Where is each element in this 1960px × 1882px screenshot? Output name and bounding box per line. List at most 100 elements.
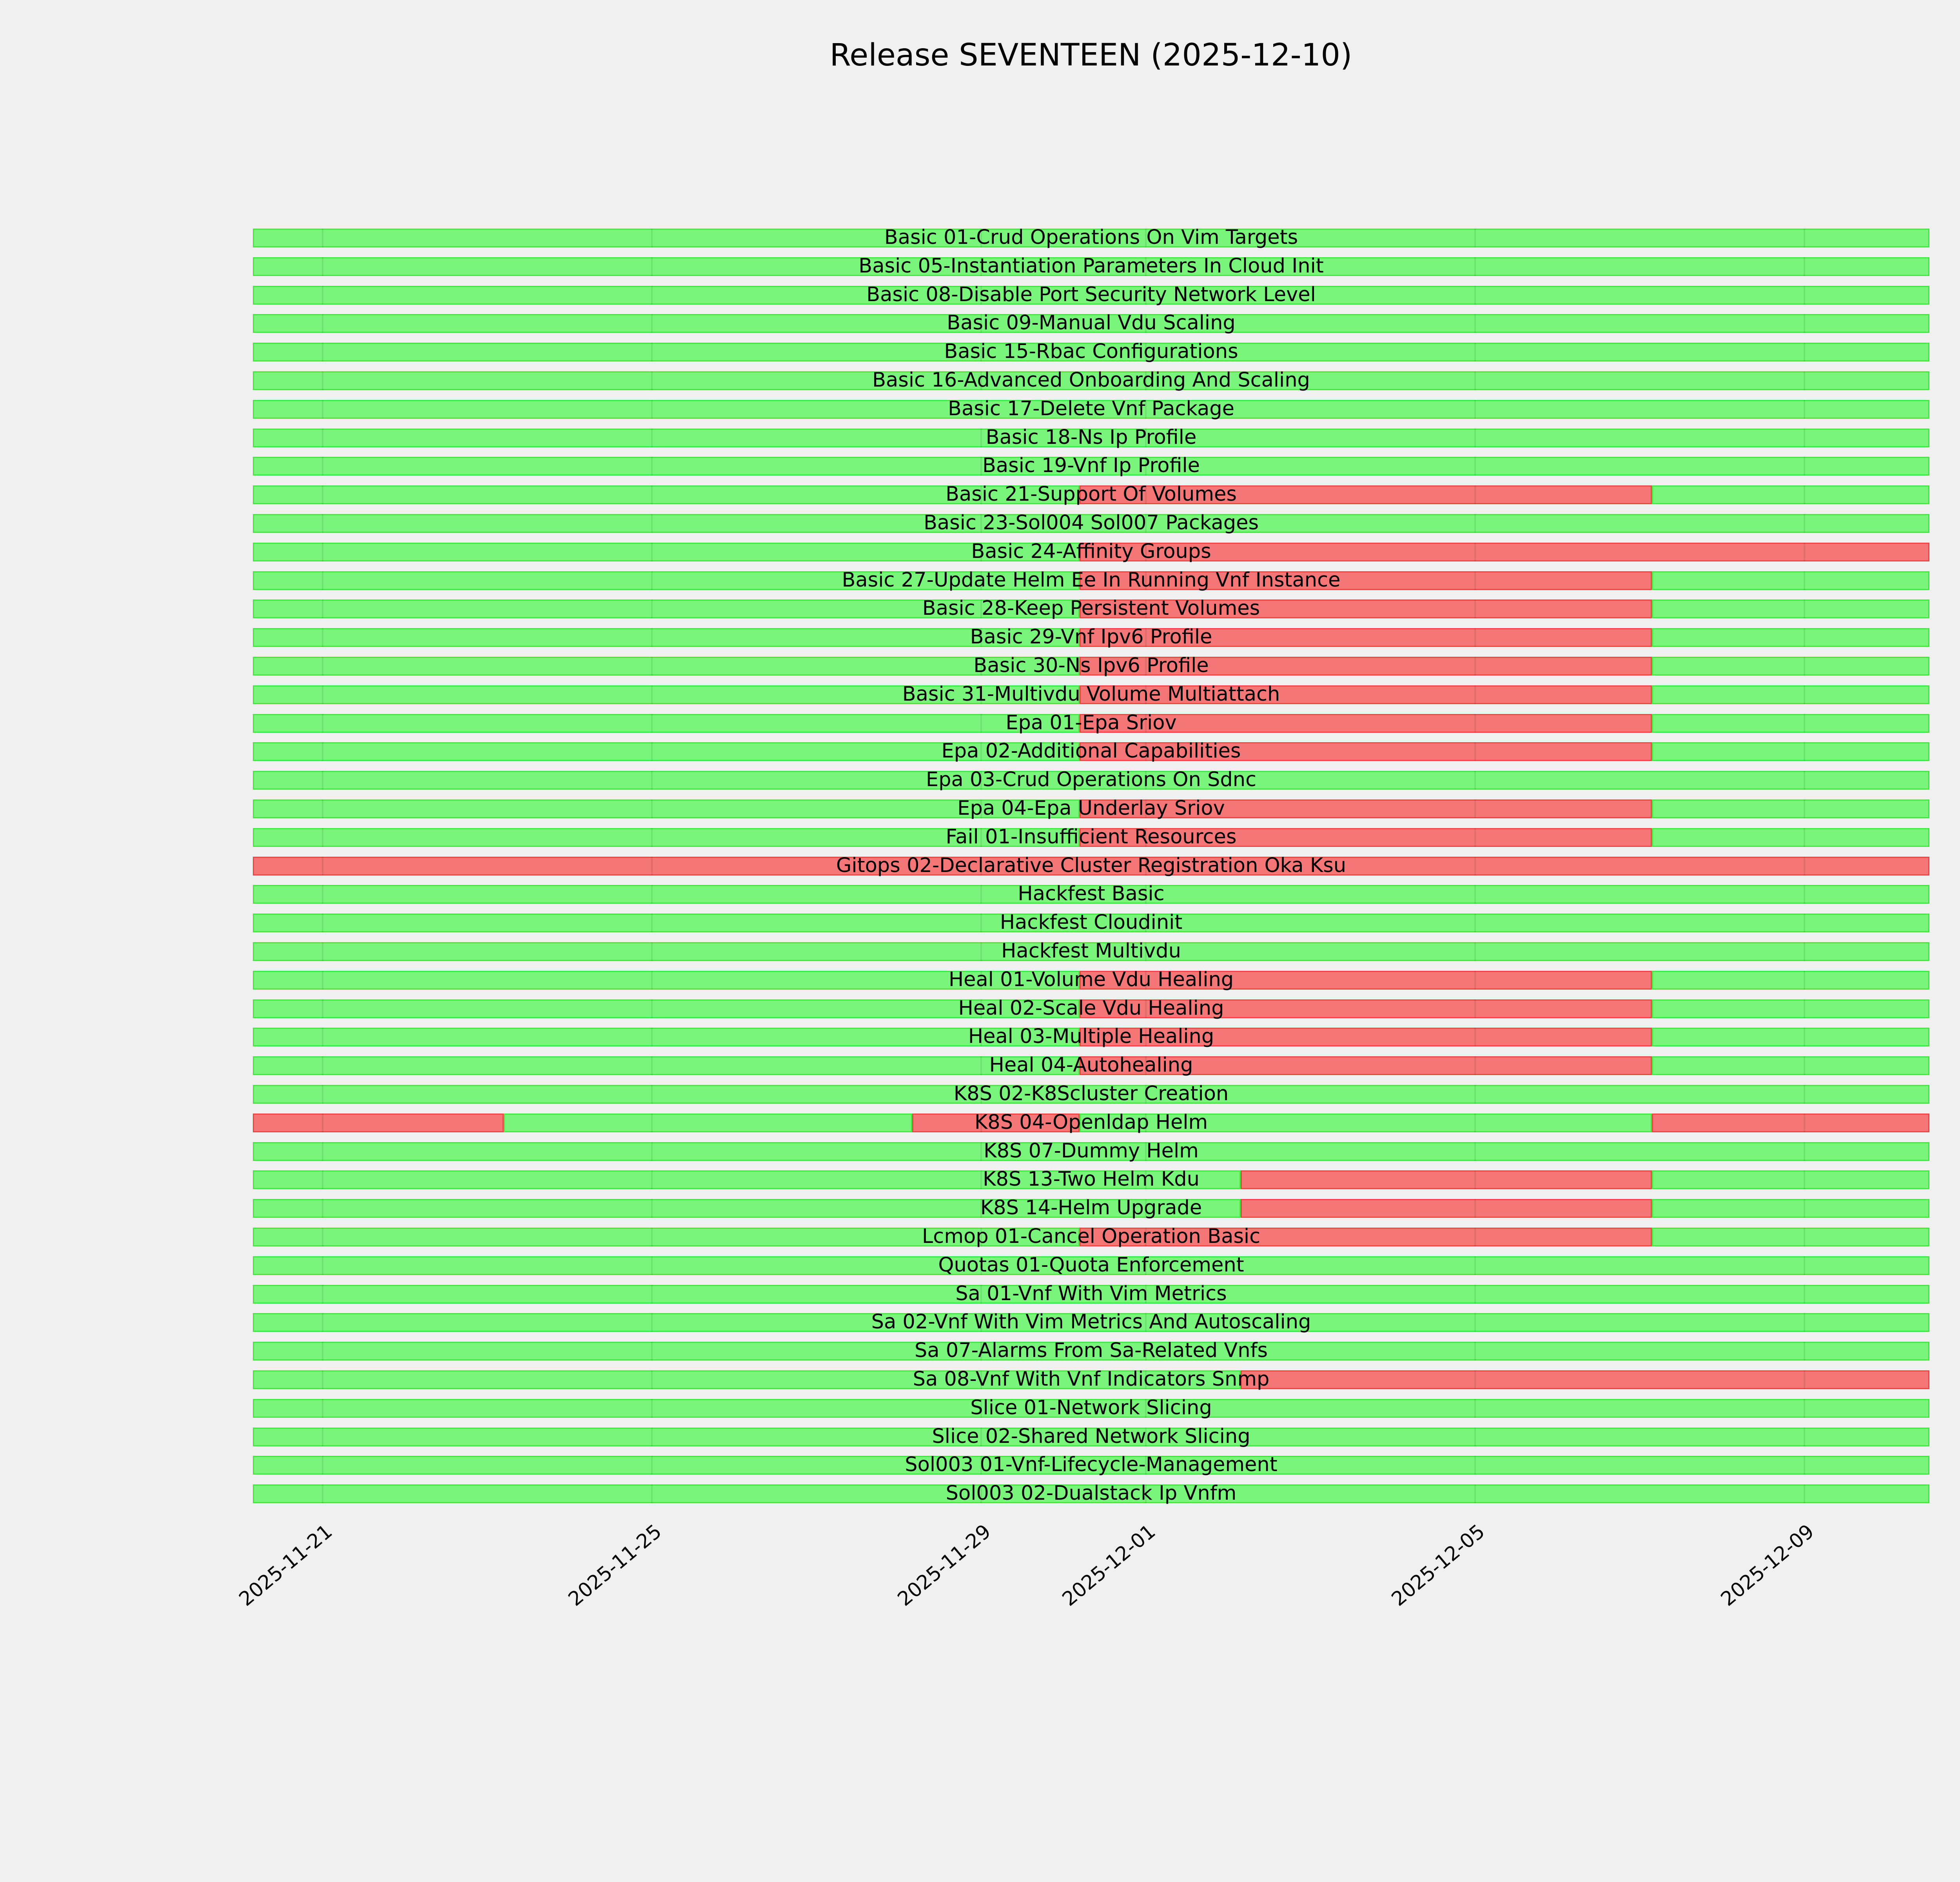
bar-label: Slice 01-Network Slicing bbox=[970, 1396, 1212, 1419]
bar-label: Basic 16-Advanced Onboarding And Scaling bbox=[872, 368, 1310, 392]
bar-label: Basic 28-Keep Persistent Volumes bbox=[922, 597, 1260, 620]
bar-segment-pass bbox=[253, 542, 1080, 561]
bar-segment-pass bbox=[1652, 685, 1929, 704]
bar-segment-fail bbox=[1079, 970, 1652, 990]
gantt-row: K8S 07-Dummy Helm bbox=[253, 1141, 1929, 1161]
bar-label: K8S 14-Helm Upgrade bbox=[980, 1196, 1202, 1220]
bar-label: Basic 19-Vnf Ip Profile bbox=[982, 454, 1200, 478]
bar-label: Basic 29-Vnf Ipv6 Profile bbox=[970, 625, 1212, 649]
gantt-row: Basic 17-Delete Vnf Package bbox=[253, 397, 1929, 420]
gantt-row: Basic 24-Affinity Groups bbox=[253, 541, 1929, 561]
bar-segment-pass bbox=[253, 885, 1929, 904]
gantt-row: Fail 01-Insufficient Resources bbox=[253, 825, 1929, 848]
bar-segment-fail bbox=[912, 1113, 1080, 1132]
bar-segment-pass bbox=[1652, 628, 1929, 647]
gantt-row: Heal 03-Multiple Healing bbox=[253, 1025, 1929, 1048]
bar-label: Basic 08-Disable Port Security Network L… bbox=[866, 283, 1316, 306]
gantt-row: Epa 03-Crud Operations On Sdnc bbox=[253, 770, 1929, 790]
plot-area: Basic 01-Crud Operations On Vim Targets B… bbox=[253, 225, 1929, 1505]
bar-segment-fail bbox=[1079, 828, 1652, 847]
x-tick-label: 2025-11-29 bbox=[893, 1520, 995, 1611]
bar-segment-pass bbox=[253, 314, 1929, 333]
bar-label: Sa 01-Vnf With Vim Metrics bbox=[955, 1282, 1227, 1305]
bar-label: Basic 17-Delete Vnf Package bbox=[947, 397, 1235, 420]
bar-segment-pass bbox=[253, 343, 1929, 362]
bar-label: Gitops 02-Declarative Cluster Registrati… bbox=[836, 854, 1347, 877]
bar-segment-pass bbox=[253, 1313, 1929, 1332]
bar-segment-pass bbox=[253, 1399, 1929, 1418]
bar-label: Basic 01-Crud Operations On Vim Targets bbox=[884, 225, 1298, 249]
bar-label: K8S 02-K8Scluster Creation bbox=[953, 1082, 1229, 1105]
bar-segment-fail bbox=[1079, 628, 1652, 647]
bar-segment-pass bbox=[253, 628, 1080, 647]
gantt-row: Slice 01-Network Slicing bbox=[253, 1396, 1929, 1419]
bar-segment-pass bbox=[1652, 970, 1929, 990]
gantt-row: Basic 05-Instantiation Parameters In Clo… bbox=[253, 254, 1929, 278]
bar-segment-pass bbox=[253, 1342, 1929, 1361]
bar-segment-pass bbox=[1652, 714, 1929, 733]
x-tick-label: 2025-12-05 bbox=[1387, 1520, 1489, 1611]
gantt-row: Heal 01-Volume Vdu Healing bbox=[253, 968, 1929, 991]
bar-segment-pass bbox=[253, 1199, 1241, 1218]
bar-label: Fail 01-Insufficient Resources bbox=[946, 825, 1237, 848]
bar-label: Heal 01-Volume Vdu Healing bbox=[948, 968, 1234, 991]
gantt-row: K8S 13-Two Helm Kdu bbox=[253, 1168, 1929, 1191]
bar-segment-pass bbox=[1652, 1228, 1929, 1246]
x-tick-label: 2025-11-21 bbox=[235, 1520, 337, 1611]
bar-segment-fail bbox=[1079, 1028, 1652, 1047]
gantt-row: Basic 16-Advanced Onboarding And Scaling bbox=[253, 368, 1929, 392]
bar-segment-pass bbox=[253, 828, 1080, 847]
bar-segment-fail bbox=[1079, 599, 1652, 619]
gantt-row: Epa 04-Epa Underlay Sriov bbox=[253, 796, 1929, 820]
bar-segment-fail bbox=[1241, 1199, 1652, 1218]
gantt-row: Lcmop 01-Cancel Operation Basic bbox=[253, 1226, 1929, 1246]
gantt-row: Hackfest Basic bbox=[253, 884, 1929, 904]
bar-segment-pass bbox=[253, 400, 1929, 419]
bar-segment-pass bbox=[253, 371, 1929, 390]
bar-label: Basic 18-Ns Ip Profile bbox=[985, 425, 1197, 449]
bar-label: Epa 02-Additional Capabilities bbox=[941, 739, 1241, 763]
bar-segment-pass bbox=[253, 229, 1929, 247]
bar-segment-pass bbox=[1652, 1028, 1929, 1047]
bar-segment-pass bbox=[253, 1427, 1929, 1446]
bar-segment-pass bbox=[253, 799, 1080, 818]
gantt-row: Epa 02-Additional Capabilities bbox=[253, 739, 1929, 763]
bar-segment-pass bbox=[253, 257, 1929, 276]
bar-segment-pass bbox=[253, 771, 1929, 790]
bar-segment-pass bbox=[253, 1228, 1080, 1246]
bar-segment-fail bbox=[1079, 685, 1652, 704]
gantt-row: Basic 29-Vnf Ipv6 Profile bbox=[253, 625, 1929, 649]
gantt-row: Sol003 02-Dualstack Ip Vnfm bbox=[253, 1482, 1929, 1505]
gantt-row: Basic 19-Vnf Ip Profile bbox=[253, 454, 1929, 478]
bar-label: Hackfest Multivdu bbox=[1001, 939, 1181, 963]
bar-segment-pass bbox=[253, 999, 1080, 1018]
bar-label: Sol003 02-Dualstack Ip Vnfm bbox=[946, 1482, 1237, 1505]
x-tick-label: 2025-12-01 bbox=[1058, 1520, 1160, 1611]
bar-label: Basic 23-Sol004 Sol007 Packages bbox=[923, 511, 1259, 534]
bar-label: K8S 04-Openldap Helm bbox=[974, 1110, 1208, 1134]
bar-segment-pass bbox=[253, 285, 1929, 305]
bar-segment-pass bbox=[1652, 657, 1929, 676]
bar-segment-fail bbox=[1079, 742, 1652, 761]
gantt-row: Heal 02-Scale Vdu Healing bbox=[253, 998, 1929, 1018]
gantt-row: Basic 08-Disable Port Security Network L… bbox=[253, 283, 1929, 306]
bar-segment-fail bbox=[1079, 799, 1652, 818]
bar-segment-fail bbox=[1079, 714, 1652, 733]
bar-label: Epa 01-Epa Sriov bbox=[1005, 711, 1177, 734]
bar-label: Sa 08-Vnf With Vnf Indicators Snmp bbox=[913, 1367, 1270, 1391]
bar-label: K8S 13-Two Helm Kdu bbox=[983, 1168, 1200, 1191]
bar-segment-pass bbox=[253, 599, 1080, 619]
chart-title: Release SEVENTEEN (2025-12-10) bbox=[829, 38, 1352, 73]
gantt-row: Sa 02-Vnf With Vim Metrics And Autoscali… bbox=[253, 1312, 1929, 1332]
bar-label: Slice 02-Shared Network Slicing bbox=[932, 1424, 1250, 1448]
bar-segment-pass bbox=[1652, 828, 1929, 847]
bar-segment-pass bbox=[1652, 1199, 1929, 1218]
bar-segment-pass bbox=[253, 1370, 1241, 1389]
bar-label: Heal 03-Multiple Healing bbox=[968, 1025, 1214, 1048]
gantt-row: Hackfest Multivdu bbox=[253, 939, 1929, 963]
bar-label: Basic 27-Update Helm Ee In Running Vnf I… bbox=[842, 568, 1341, 592]
bar-label: Epa 04-Epa Underlay Sriov bbox=[957, 796, 1225, 820]
bar-label: Basic 05-Instantiation Parameters In Clo… bbox=[858, 254, 1324, 278]
bar-segment-fail bbox=[253, 856, 1929, 876]
gantt-row: Basic 31-Multivdu Volume Multiattach bbox=[253, 684, 1929, 704]
